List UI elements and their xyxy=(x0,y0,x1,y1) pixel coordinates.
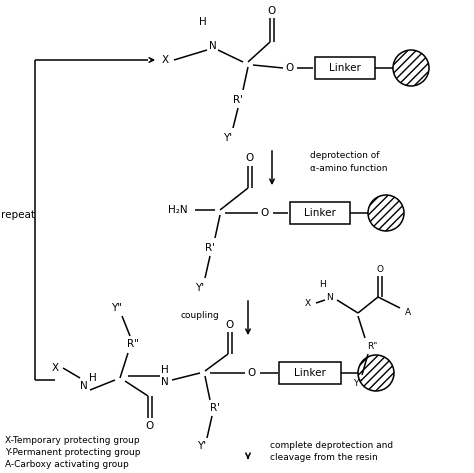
Text: deprotection of: deprotection of xyxy=(310,150,380,159)
Text: Y": Y" xyxy=(111,303,122,313)
Circle shape xyxy=(393,50,429,86)
Text: X: X xyxy=(162,55,169,65)
Text: N: N xyxy=(209,41,217,51)
Text: X: X xyxy=(52,363,59,373)
Text: O: O xyxy=(226,320,234,330)
Text: R': R' xyxy=(210,403,220,413)
Text: repeat: repeat xyxy=(1,210,35,220)
Text: O: O xyxy=(248,368,256,378)
Text: H: H xyxy=(89,373,97,383)
Bar xyxy=(290,202,350,224)
Text: O: O xyxy=(146,421,154,431)
Text: N: N xyxy=(161,377,169,387)
Text: Y-Permanent protecting group: Y-Permanent protecting group xyxy=(5,447,140,456)
Text: X: X xyxy=(305,298,311,307)
Text: coupling: coupling xyxy=(181,310,219,319)
Text: N: N xyxy=(327,292,333,301)
Text: Linker: Linker xyxy=(294,368,326,378)
Bar xyxy=(279,362,341,384)
Text: A: A xyxy=(405,307,411,316)
Text: H: H xyxy=(161,365,169,375)
Text: α-amino function: α-amino function xyxy=(310,164,388,173)
Text: R": R" xyxy=(367,342,377,350)
Text: Y": Y" xyxy=(353,378,363,387)
Text: cleavage from the resin: cleavage from the resin xyxy=(270,453,378,462)
Text: O: O xyxy=(268,6,276,16)
Text: O: O xyxy=(261,208,269,218)
Text: Linker: Linker xyxy=(304,208,336,218)
Text: O: O xyxy=(246,153,254,163)
Circle shape xyxy=(358,355,394,391)
Text: O: O xyxy=(376,264,383,273)
Text: R": R" xyxy=(127,339,139,349)
Text: H: H xyxy=(199,17,207,27)
Text: Y': Y' xyxy=(198,441,207,451)
Text: complete deprotection and: complete deprotection and xyxy=(270,440,393,449)
Text: A-Carboxy activating group: A-Carboxy activating group xyxy=(5,459,129,468)
Text: X-Temporary protecting group: X-Temporary protecting group xyxy=(5,436,140,445)
Text: H: H xyxy=(319,280,327,289)
Text: R': R' xyxy=(233,95,243,105)
Text: R': R' xyxy=(205,243,215,253)
Text: Y': Y' xyxy=(195,283,205,293)
Text: Y': Y' xyxy=(223,133,233,143)
Bar xyxy=(315,57,375,79)
Text: H₂N: H₂N xyxy=(168,205,188,215)
Text: O: O xyxy=(286,63,294,73)
Text: N: N xyxy=(80,381,88,391)
Text: Linker: Linker xyxy=(329,63,361,73)
Circle shape xyxy=(368,195,404,231)
